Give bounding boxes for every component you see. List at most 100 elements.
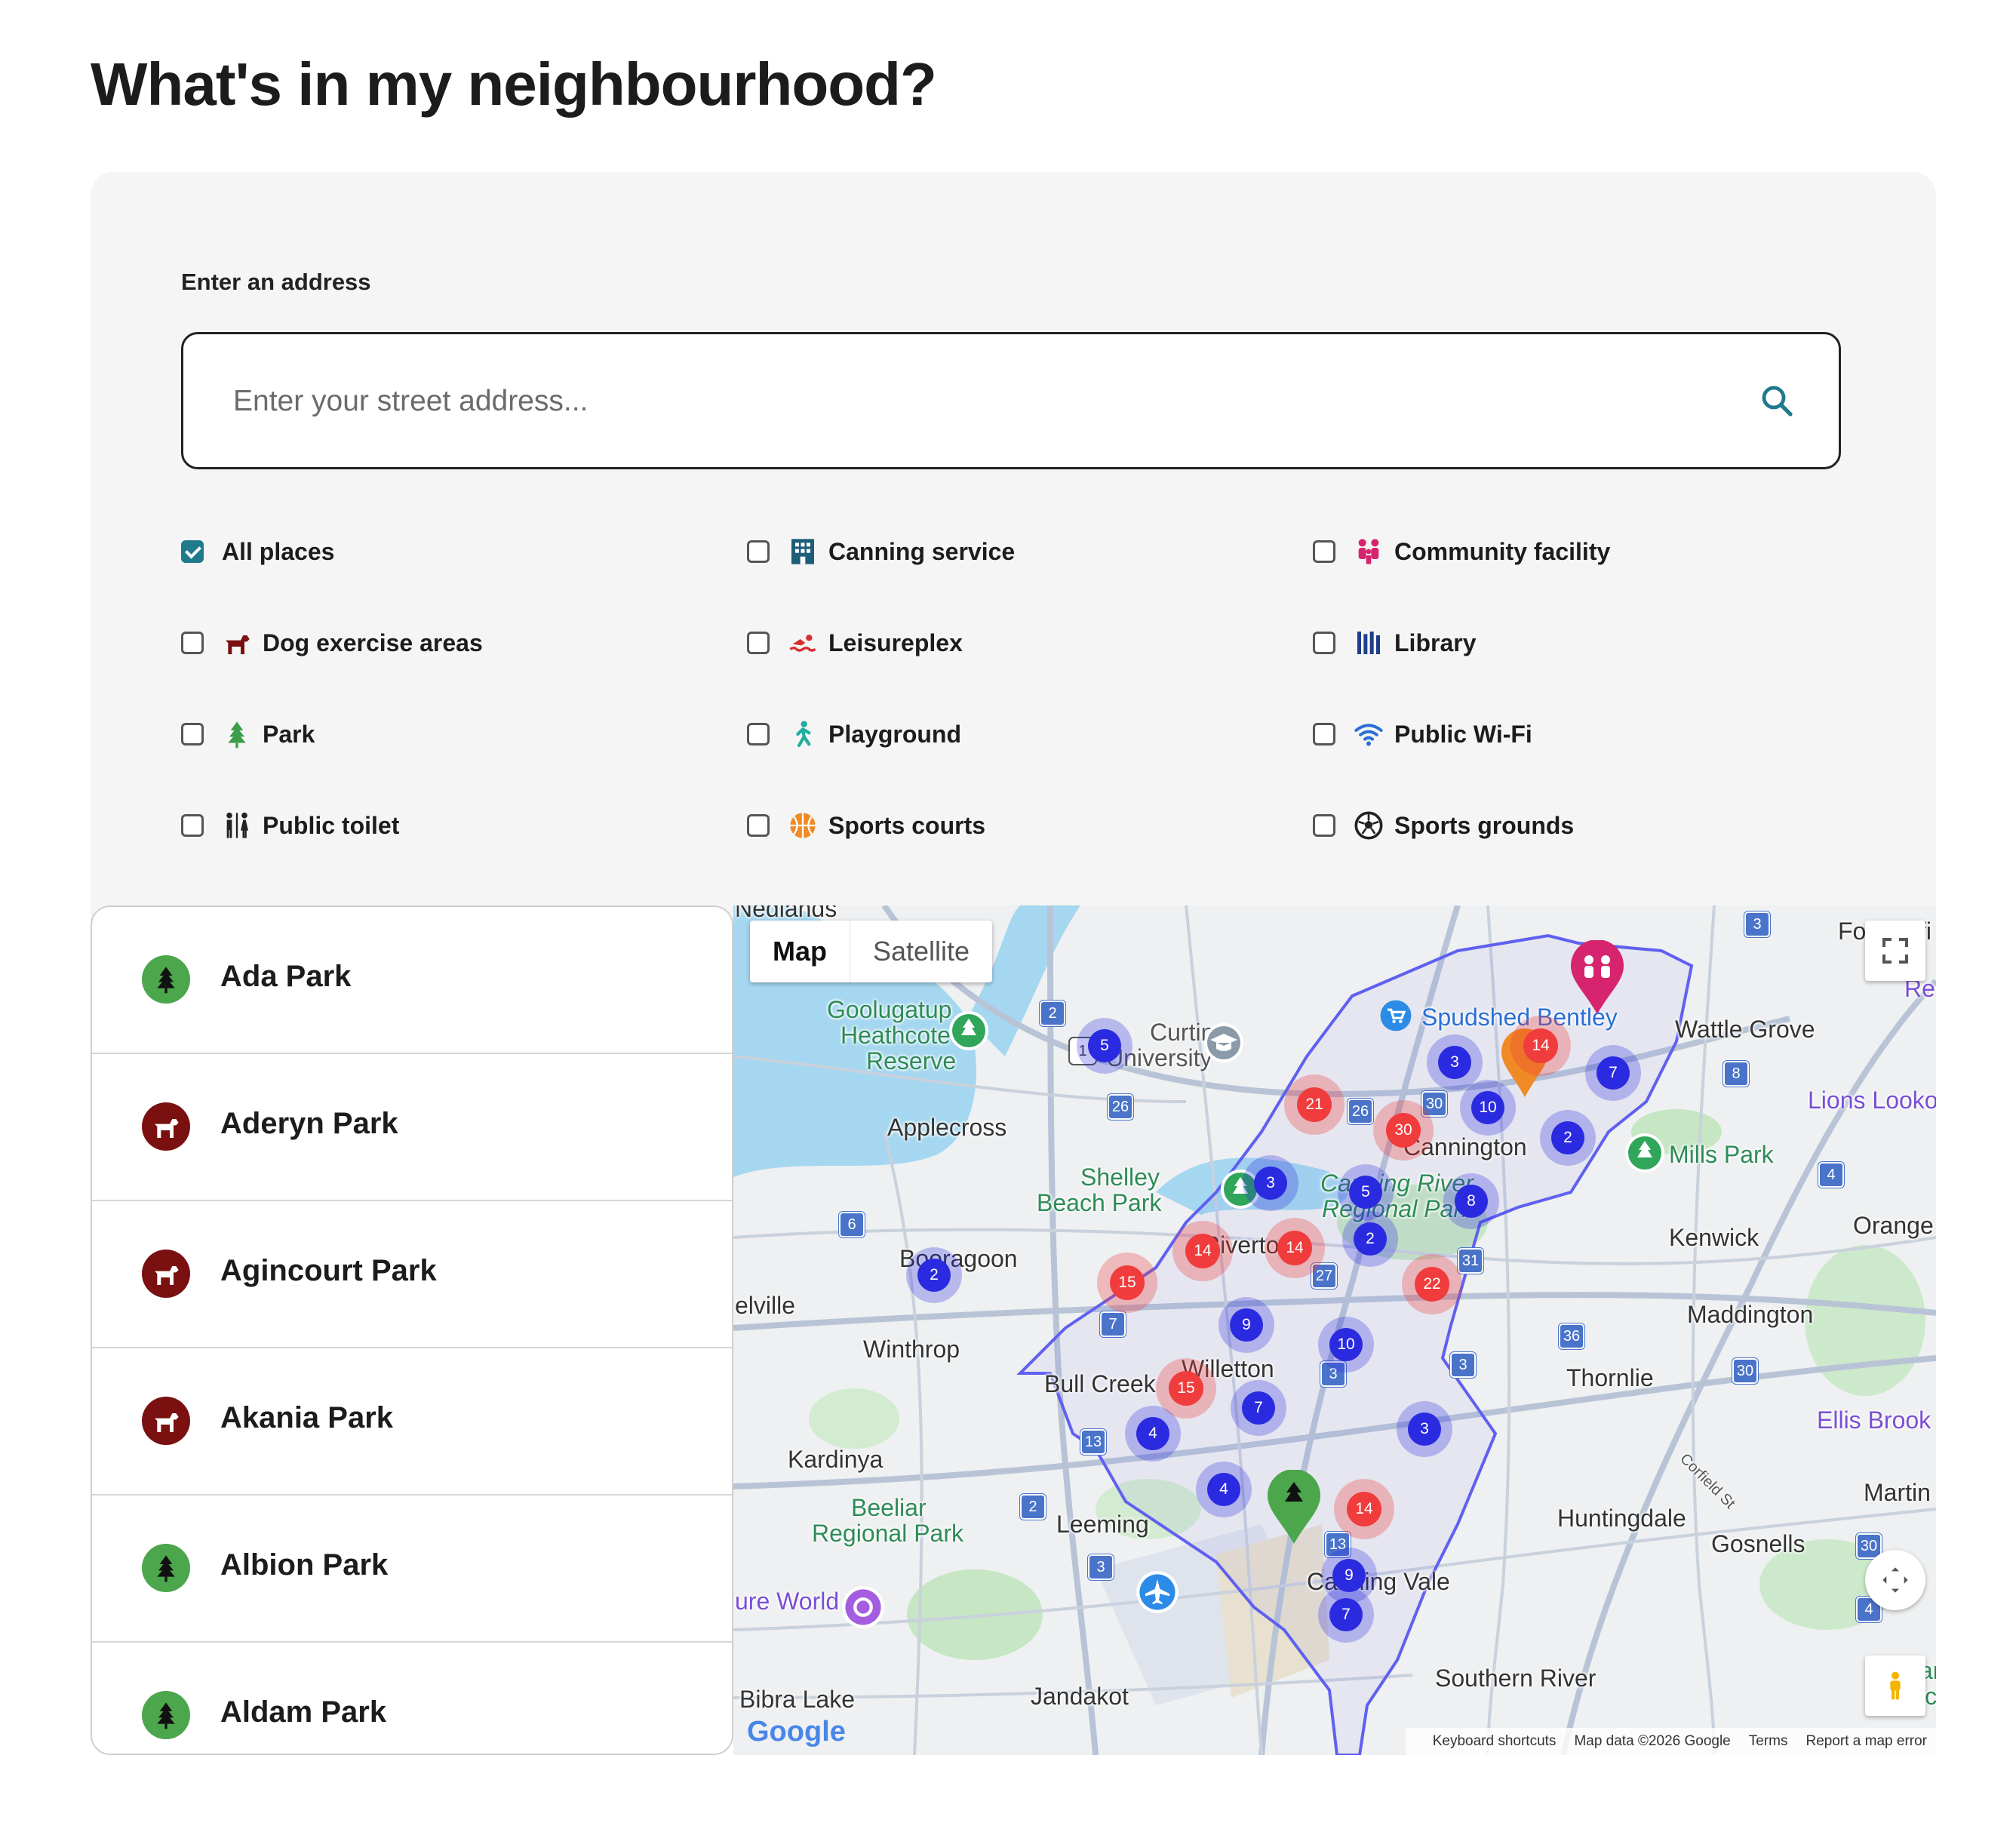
- cluster-marker[interactable]: 2: [906, 1247, 962, 1303]
- filter-label: All places: [222, 537, 335, 565]
- map-type-map-button[interactable]: Map: [773, 936, 827, 967]
- fullscreen-button[interactable]: [1865, 921, 1925, 981]
- map-camera-control[interactable]: [1865, 1550, 1925, 1610]
- map-label: Kenwick: [1669, 1224, 1759, 1251]
- cluster-count: 3: [1254, 1167, 1287, 1200]
- list-item[interactable]: Aderyn Park: [92, 1054, 732, 1201]
- building-icon: [791, 539, 814, 564]
- dog-icon: [226, 635, 250, 654]
- search-icon[interactable]: [1759, 383, 1795, 419]
- list-item[interactable]: Agincourt Park: [92, 1201, 732, 1348]
- filter-community-facility[interactable]: Community facility: [1313, 533, 1610, 570]
- road-shield: 6: [839, 1212, 865, 1237]
- cluster-marker[interactable]: 15: [1097, 1253, 1157, 1313]
- filter-dog-exercise-areas[interactable]: Dog exercise areas: [181, 624, 483, 662]
- street-view-pegman[interactable]: [1865, 1655, 1925, 1716]
- theme-park-icon: [842, 1586, 884, 1628]
- filter-label: Library: [1394, 629, 1477, 656]
- cluster-marker[interactable]: 9: [1321, 1548, 1377, 1603]
- cluster-marker[interactable]: 30: [1373, 1100, 1434, 1160]
- playground-checkbox[interactable]: [747, 723, 770, 745]
- filter-leisureplex[interactable]: Leisureplex: [747, 624, 963, 662]
- terms-link[interactable]: Terms: [1748, 1733, 1788, 1749]
- place-name: Agincourt Park: [220, 1254, 437, 1287]
- list-item[interactable]: Ada Park: [92, 907, 732, 1054]
- cluster-marker[interactable]: 2: [1540, 1110, 1596, 1166]
- place-name: Akania Park: [220, 1401, 394, 1434]
- cluster-count: 3: [1408, 1413, 1441, 1446]
- map-label: Bull Creek: [1044, 1370, 1156, 1397]
- cluster-count: 7: [1329, 1598, 1363, 1631]
- list-item[interactable]: Albion Park: [92, 1496, 732, 1643]
- park-checkbox[interactable]: [181, 723, 204, 745]
- list-item[interactable]: Aldam Park: [92, 1643, 732, 1754]
- road-shield: 26: [1348, 1099, 1373, 1124]
- map-type-satellite-button[interactable]: Satellite: [850, 921, 992, 982]
- filter-playground[interactable]: Playground: [747, 715, 961, 753]
- leisureplex-checkbox[interactable]: [747, 632, 770, 654]
- map-label: Jandakot: [1031, 1683, 1129, 1710]
- map-label: Orange: [1853, 1212, 1934, 1239]
- cluster-marker[interactable]: 14: [1265, 1218, 1325, 1278]
- cluster-marker[interactable]: 5: [1077, 1018, 1132, 1074]
- cluster-marker[interactable]: 7: [1318, 1587, 1374, 1643]
- library-checkbox[interactable]: [1313, 632, 1335, 654]
- address-search-input[interactable]: [232, 334, 1729, 469]
- cluster-marker[interactable]: 4: [1196, 1462, 1252, 1517]
- airport-icon: [1136, 1571, 1179, 1613]
- report-map-error-link[interactable]: Report a map error: [1805, 1733, 1927, 1749]
- cluster-marker[interactable]: 7: [1585, 1045, 1641, 1101]
- filter-sports-grounds[interactable]: Sports grounds: [1313, 807, 1574, 844]
- sports-courts-checkbox[interactable]: [747, 814, 770, 837]
- cluster-marker[interactable]: 14: [1172, 1221, 1233, 1281]
- map-canvas[interactable]: Nedlands Goolugatup Heathcote Reserve Cu…: [733, 905, 1936, 1755]
- cluster-marker[interactable]: 2: [1342, 1211, 1398, 1267]
- park-marker-icon[interactable]: [1219, 1168, 1262, 1210]
- public-toilet-checkbox[interactable]: [181, 814, 204, 837]
- cluster-marker[interactable]: 21: [1284, 1074, 1345, 1135]
- filter-canning-service[interactable]: Canning service: [747, 533, 1015, 570]
- sports-grounds-checkbox[interactable]: [1313, 814, 1335, 837]
- cluster-marker[interactable]: 3: [1243, 1155, 1298, 1211]
- list-item[interactable]: Akania Park: [92, 1348, 732, 1496]
- cluster-marker[interactable]: 14: [1334, 1479, 1394, 1539]
- cluster-marker[interactable]: 15: [1156, 1358, 1216, 1419]
- filter-park[interactable]: Park: [181, 715, 315, 753]
- canning-service-checkbox[interactable]: [747, 540, 770, 563]
- park-marker-icon[interactable]: [1624, 1132, 1666, 1174]
- filter-all-places[interactable]: All places: [181, 533, 334, 570]
- park-marker-icon[interactable]: [1266, 1470, 1322, 1545]
- map-label: Cannington: [1403, 1133, 1527, 1160]
- filter-public-toilet[interactable]: Public toilet: [181, 807, 399, 844]
- map-label: Goolugatup: [827, 996, 952, 1023]
- cluster-marker[interactable]: 22: [1402, 1254, 1462, 1314]
- community-facility-checkbox[interactable]: [1313, 540, 1335, 563]
- filter-public-wifi[interactable]: Public Wi-Fi: [1313, 715, 1532, 753]
- cluster-count: 8: [1455, 1185, 1488, 1218]
- road-shield: 30: [1421, 1091, 1447, 1117]
- park-badge: [142, 1691, 190, 1739]
- cluster-count: 3: [1438, 1046, 1471, 1079]
- cluster-marker[interactable]: 10: [1318, 1317, 1374, 1373]
- places-list[interactable]: Ada Park Aderyn Park Agincourt Park Akan…: [91, 905, 733, 1755]
- cluster-marker[interactable]: 7: [1231, 1380, 1286, 1436]
- dog-exercise-checkbox[interactable]: [181, 632, 204, 654]
- park-marker-icon[interactable]: [948, 1010, 990, 1062]
- cluster-marker[interactable]: 3: [1427, 1034, 1483, 1090]
- cluster-count: 14: [1185, 1234, 1220, 1268]
- cluster-marker[interactable]: 14: [1510, 1016, 1571, 1076]
- keyboard-shortcuts-link[interactable]: Keyboard shortcuts: [1432, 1733, 1557, 1749]
- cluster-marker[interactable]: 3: [1397, 1401, 1452, 1457]
- filter-library[interactable]: Library: [1313, 624, 1476, 662]
- library-icon: [1357, 632, 1380, 654]
- cluster-marker[interactable]: 5: [1338, 1164, 1394, 1220]
- cluster-marker[interactable]: 4: [1125, 1406, 1181, 1462]
- cluster-marker[interactable]: 10: [1460, 1080, 1516, 1136]
- filter-sports-courts[interactable]: Sports courts: [747, 807, 985, 844]
- all-places-checkbox[interactable]: [181, 540, 204, 563]
- community-facility-marker-icon[interactable]: [1569, 940, 1625, 1016]
- public-wifi-checkbox[interactable]: [1313, 723, 1335, 745]
- cluster-marker[interactable]: 8: [1443, 1173, 1499, 1229]
- filter-label: Sports grounds: [1394, 811, 1575, 839]
- cluster-marker[interactable]: 9: [1219, 1297, 1274, 1353]
